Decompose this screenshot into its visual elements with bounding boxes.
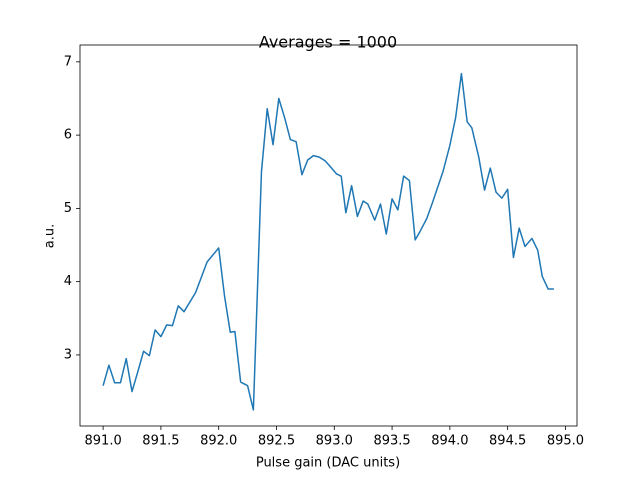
x-tick-label: 892.0 (200, 434, 237, 449)
x-tick-label: 893.5 (373, 434, 410, 449)
x-tick-label: 894.5 (489, 434, 526, 449)
y-axis-label: a.u. (43, 224, 58, 248)
data-line (102, 72, 554, 411)
y-tick-label: 3 (64, 347, 72, 362)
x-tick-label: 895.0 (547, 434, 584, 449)
y-tick-label: 6 (64, 128, 72, 143)
chart-title: Averages = 1000 (259, 33, 397, 52)
y-tick-label: 4 (64, 274, 72, 289)
y-tick-label: 7 (64, 54, 72, 69)
x-axis-label: Pulse gain (DAC units) (256, 456, 400, 471)
plot-frame (79, 44, 578, 427)
x-tick-label: 893.0 (316, 434, 353, 449)
x-tick-label: 894.0 (431, 434, 468, 449)
x-tick-label: 892.5 (258, 434, 295, 449)
x-tick-label: 891.5 (142, 434, 179, 449)
y-tick-label: 5 (64, 201, 72, 216)
x-tick-label: 891.0 (85, 434, 122, 449)
